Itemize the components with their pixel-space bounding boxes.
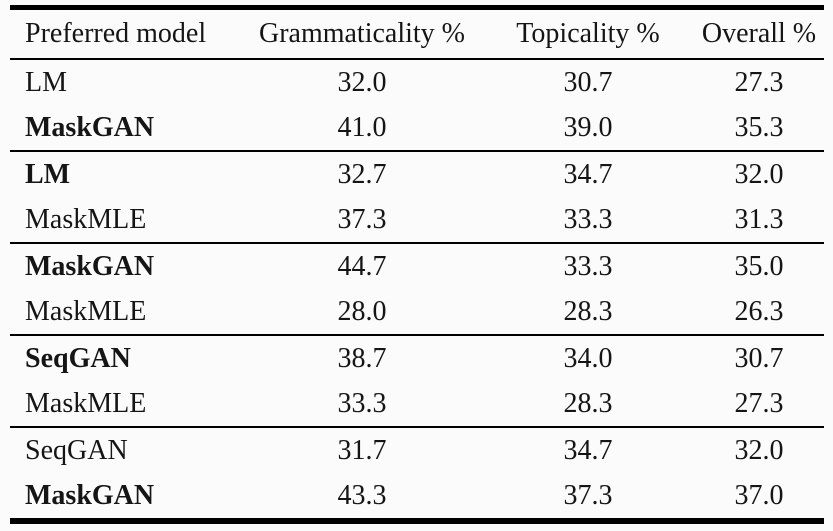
value-cell: 27.3 — [734, 387, 784, 419]
value-cell: 37.3 — [337, 203, 387, 235]
value-cell: 33.3 — [563, 250, 613, 282]
value-cell: 37.0 — [734, 479, 784, 511]
value-cell: 32.0 — [337, 66, 387, 98]
value-cell: 34.7 — [563, 158, 613, 190]
value-cell: 31.7 — [337, 434, 387, 466]
value-cell: 43.3 — [337, 479, 387, 511]
table-row: MaskMLE 28.0 28.3 26.3 — [10, 289, 824, 335]
model-cell: MaskMLE — [25, 387, 147, 419]
model-cell: MaskGAN — [25, 250, 155, 282]
row-group: LM 32.0 30.7 27.3 MaskGAN 41.0 39.0 35.3 — [10, 59, 824, 151]
column-header-grammaticality: Grammaticality % — [258, 18, 466, 49]
preference-table: Preferred model Grammaticality % Topical… — [10, 5, 824, 524]
model-cell: SeqGAN — [25, 342, 131, 374]
header-row: Preferred model Grammaticality % Topical… — [10, 8, 824, 60]
value-cell: 35.3 — [734, 111, 784, 143]
table-row: LM 32.7 34.7 32.0 — [10, 151, 824, 197]
model-cell: MaskMLE — [25, 295, 147, 327]
value-cell: 26.3 — [734, 295, 784, 327]
column-header-overall: Overall % — [701, 18, 817, 49]
table-row: MaskMLE 37.3 33.3 31.3 — [10, 197, 824, 243]
value-cell: 33.3 — [563, 203, 613, 235]
table-row: MaskGAN 44.7 33.3 35.0 — [10, 243, 824, 289]
value-cell: 33.3 — [337, 387, 387, 419]
value-cell: 28.3 — [563, 295, 613, 327]
table-row: MaskMLE 33.3 28.3 27.3 — [10, 381, 824, 427]
model-cell: SeqGAN — [25, 434, 128, 466]
value-cell: 44.7 — [337, 250, 387, 282]
row-group: SeqGAN 31.7 34.7 32.0 MaskGAN 43.3 37.3 37.0 — [10, 427, 824, 521]
table-row: LM 32.0 30.7 27.3 — [10, 59, 824, 105]
column-header-preferred-model: Preferred model — [25, 18, 207, 49]
column-header-topicality: Topicality % — [516, 18, 660, 49]
table-row: MaskGAN 43.3 37.3 37.0 — [10, 473, 824, 521]
value-cell: 30.7 — [734, 342, 784, 374]
value-cell: 39.0 — [563, 111, 613, 143]
model-cell: LM — [25, 66, 67, 98]
value-cell: 27.3 — [734, 66, 784, 98]
value-cell: 31.3 — [734, 203, 784, 235]
table-header: Preferred model Grammaticality % Topical… — [10, 8, 824, 60]
value-cell: 32.7 — [337, 158, 387, 190]
row-group: SeqGAN 38.7 34.0 30.7 MaskMLE 33.3 28.3 27.3 — [10, 335, 824, 427]
model-cell: MaskMLE — [25, 203, 147, 235]
table-row: MaskGAN 41.0 39.0 35.3 — [10, 105, 824, 151]
row-group: MaskGAN 44.7 33.3 35.0 MaskMLE 28.0 28.3 26.3 — [10, 243, 824, 335]
model-cell: MaskGAN — [25, 479, 155, 511]
value-cell: 30.7 — [563, 66, 613, 98]
value-cell: 32.0 — [734, 434, 784, 466]
value-cell: 37.3 — [563, 479, 613, 511]
value-cell: 34.7 — [563, 434, 613, 466]
table-row: SeqGAN 31.7 34.7 32.0 — [10, 427, 824, 473]
value-cell: 41.0 — [337, 111, 387, 143]
model-cell: LM — [25, 158, 71, 190]
table-row: SeqGAN 38.7 34.0 30.7 — [10, 335, 824, 381]
value-cell: 32.0 — [734, 158, 784, 190]
row-group: LM 32.7 34.7 32.0 MaskMLE 37.3 33.3 31.3 — [10, 151, 824, 243]
value-cell: 35.0 — [734, 250, 784, 282]
model-cell: MaskGAN — [25, 111, 155, 143]
value-cell: 28.3 — [563, 387, 613, 419]
value-cell: 38.7 — [337, 342, 387, 374]
value-cell: 34.0 — [563, 342, 613, 374]
value-cell: 28.0 — [337, 295, 387, 327]
